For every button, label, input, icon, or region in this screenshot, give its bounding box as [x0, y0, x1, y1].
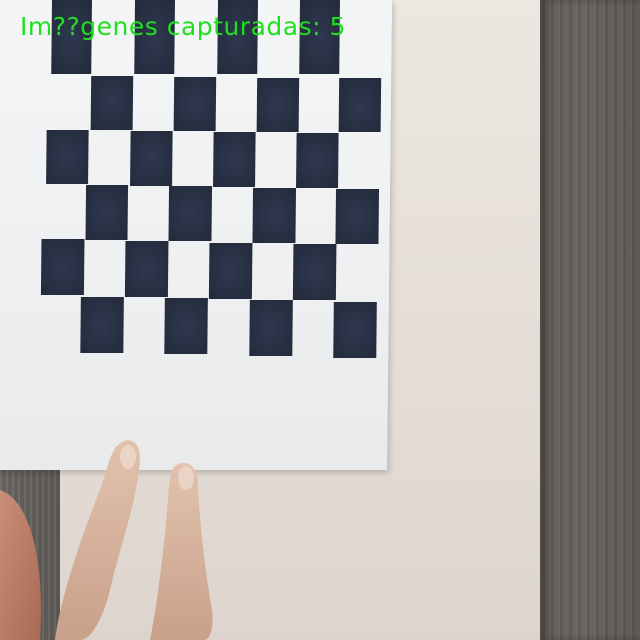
wooden-edge-right [540, 0, 640, 640]
captured-images-counter: Im??genes capturadas: 5 [20, 12, 346, 41]
checkerboard-pattern [40, 0, 382, 358]
calibration-paper [0, 0, 392, 470]
